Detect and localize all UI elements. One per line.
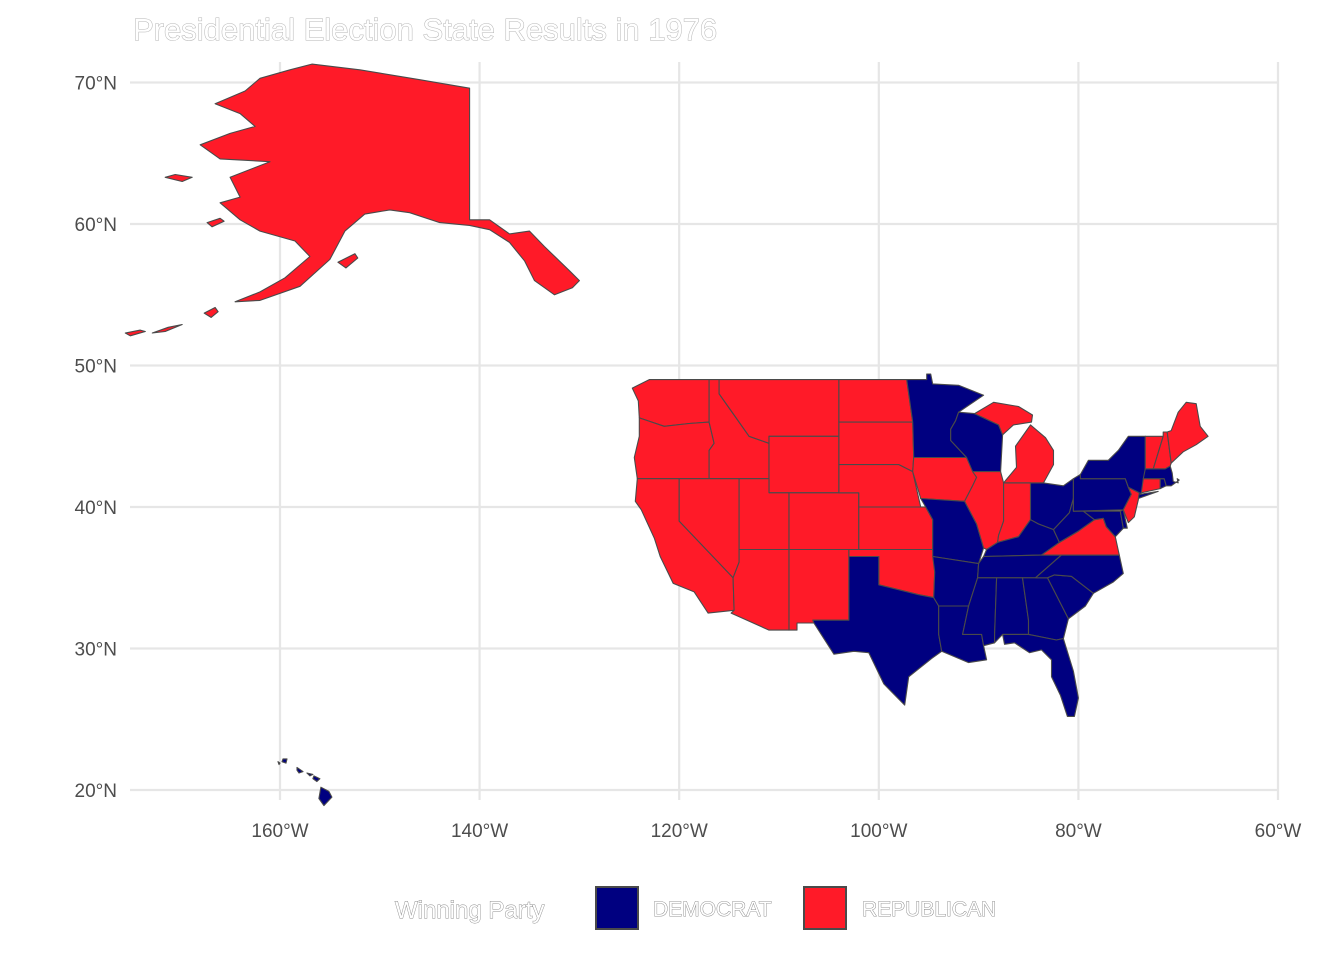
state-new-mexico bbox=[788, 548, 850, 631]
state-florida bbox=[1002, 633, 1079, 717]
x-tick-label: 100°W bbox=[850, 821, 907, 842]
legend-swatch-republican bbox=[803, 886, 847, 930]
state-maine bbox=[1166, 401, 1209, 464]
state-pennsylvania bbox=[1072, 473, 1132, 512]
y-tick-label: 40°N bbox=[75, 498, 117, 519]
states-layer bbox=[124, 63, 1209, 807]
state-hawaii bbox=[277, 758, 333, 807]
state-texas bbox=[812, 555, 943, 706]
legend: Winning Party DEMOCRAT REPUBLICAN bbox=[395, 886, 997, 930]
x-tick-label: 160°W bbox=[251, 821, 308, 842]
state-kansas bbox=[858, 506, 934, 551]
x-tick-label: 80°W bbox=[1055, 821, 1102, 842]
chart-title: Presidential Election State Results in 1… bbox=[133, 12, 717, 47]
y-tick-label: 70°N bbox=[75, 74, 117, 95]
state-north-dakota bbox=[838, 379, 914, 423]
state-arizona bbox=[730, 548, 790, 631]
y-tick-label: 20°N bbox=[75, 781, 117, 802]
state-colorado bbox=[788, 492, 860, 551]
legend-label-democrat: DEMOCRAT bbox=[653, 898, 772, 921]
x-tick-label: 60°W bbox=[1255, 821, 1302, 842]
x-tick-label: 120°W bbox=[651, 821, 708, 842]
legend-title: Winning Party bbox=[395, 897, 544, 924]
y-tick-label: 30°N bbox=[75, 640, 117, 661]
state-oregon bbox=[633, 417, 715, 480]
state-connecticut bbox=[1140, 478, 1161, 494]
y-tick-label: 60°N bbox=[75, 215, 117, 236]
x-tick-label: 140°W bbox=[451, 821, 508, 842]
y-axis-ticks: 70°N 60°N 50°N 40°N 30°N 20°N bbox=[75, 74, 117, 803]
state-alaska bbox=[124, 63, 580, 337]
state-massachusetts bbox=[1142, 465, 1180, 487]
y-tick-label: 50°N bbox=[75, 357, 117, 378]
x-axis-ticks: 160°W 140°W 120°W 100°W 80°W 60°W bbox=[251, 821, 1301, 842]
legend-label-republican: REPUBLICAN bbox=[862, 898, 996, 921]
state-wyoming bbox=[768, 435, 840, 494]
legend-swatch-democrat bbox=[595, 886, 639, 930]
state-iowa bbox=[912, 456, 978, 502]
